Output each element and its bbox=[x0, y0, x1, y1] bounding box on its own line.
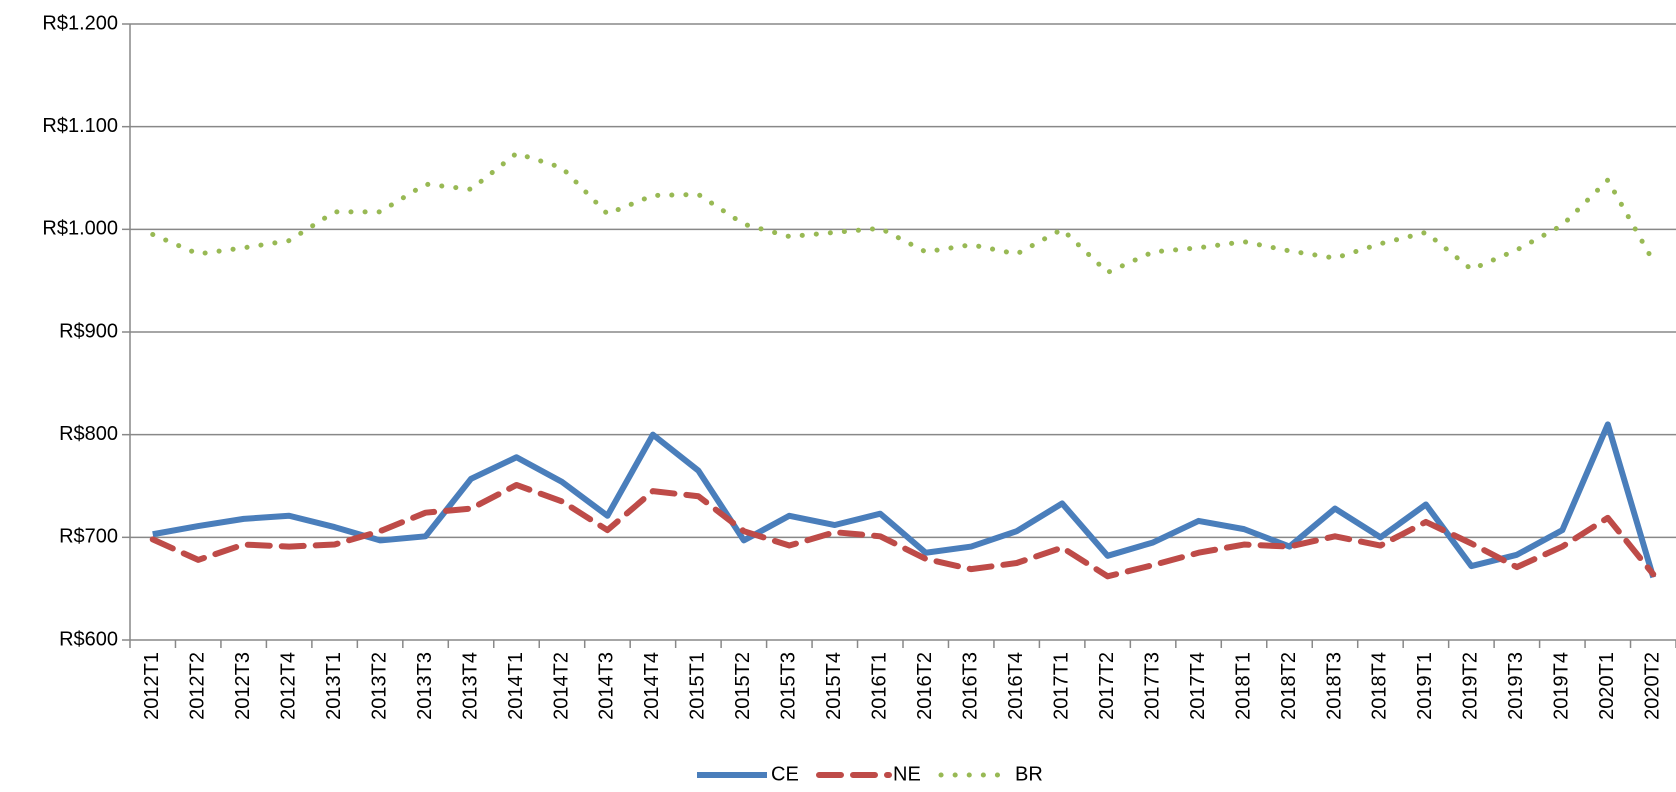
y-tick-label: R$1.000 bbox=[42, 218, 118, 240]
x-tick-label: 2012T3 bbox=[232, 652, 254, 720]
x-tick-label: 2019T4 bbox=[1551, 652, 1573, 720]
x-tick-label: 2013T4 bbox=[459, 652, 481, 720]
x-tick-label: 2017T1 bbox=[1050, 652, 1072, 720]
y-tick-label: R$700 bbox=[59, 526, 118, 548]
x-tick-label: 2017T2 bbox=[1096, 652, 1118, 720]
x-tick-label: 2015T3 bbox=[778, 652, 800, 720]
x-tick-label: 2019T2 bbox=[1460, 652, 1482, 720]
x-tick-label: 2020T1 bbox=[1596, 652, 1618, 720]
data-line bbox=[152, 421, 1657, 579]
x-tick-label: 2012T1 bbox=[141, 652, 163, 720]
y-tick-label: R$800 bbox=[59, 423, 118, 445]
x-tick-label: 2019T1 bbox=[1414, 652, 1436, 720]
x-tick-label: 2012T4 bbox=[277, 652, 299, 720]
y-tick-label: R$900 bbox=[59, 320, 118, 342]
x-tick-label: 2015T1 bbox=[687, 652, 709, 720]
data-line bbox=[150, 150, 1656, 275]
x-tick-label: 2018T2 bbox=[1278, 652, 1300, 720]
x-tick-label: 2018T3 bbox=[1323, 652, 1345, 720]
y-tick-label: R$1.100 bbox=[42, 115, 118, 137]
x-tick-label: 2014T1 bbox=[505, 652, 527, 720]
x-tick-label: 2015T2 bbox=[732, 652, 754, 720]
x-tick-label: 2016T3 bbox=[959, 652, 981, 720]
x-tick-label: 2020T2 bbox=[1642, 652, 1664, 720]
x-tick-label: 2014T3 bbox=[596, 652, 618, 720]
x-tick-label: 2019T3 bbox=[1505, 652, 1527, 720]
x-tick-label: 2018T1 bbox=[1232, 652, 1254, 720]
y-tick-label: R$1.200 bbox=[42, 12, 118, 34]
x-tick-label: 2013T1 bbox=[323, 652, 345, 720]
x-tick-label: 2018T4 bbox=[1369, 652, 1391, 720]
x-tick-label: 2017T3 bbox=[1141, 652, 1163, 720]
x-tick-label: 2016T2 bbox=[914, 652, 936, 720]
data-line bbox=[149, 481, 1657, 580]
x-tick-label: 2016T4 bbox=[1005, 652, 1027, 720]
x-tick-label: 2016T1 bbox=[869, 652, 891, 720]
y-tick-label: R$600 bbox=[59, 628, 118, 650]
x-tick-label: 2014T2 bbox=[550, 652, 572, 720]
legend-label: NE bbox=[893, 763, 921, 785]
legend-label: CE bbox=[771, 763, 799, 785]
x-tick-label: 2013T3 bbox=[414, 652, 436, 720]
x-tick-label: 2017T4 bbox=[1187, 652, 1209, 720]
x-tick-label: 2012T2 bbox=[186, 652, 208, 720]
x-tick-label: 2014T4 bbox=[641, 652, 663, 720]
x-tick-label: 2015T4 bbox=[823, 652, 845, 720]
legend-label: BR bbox=[1015, 763, 1043, 785]
x-tick-label: 2013T2 bbox=[368, 652, 390, 720]
